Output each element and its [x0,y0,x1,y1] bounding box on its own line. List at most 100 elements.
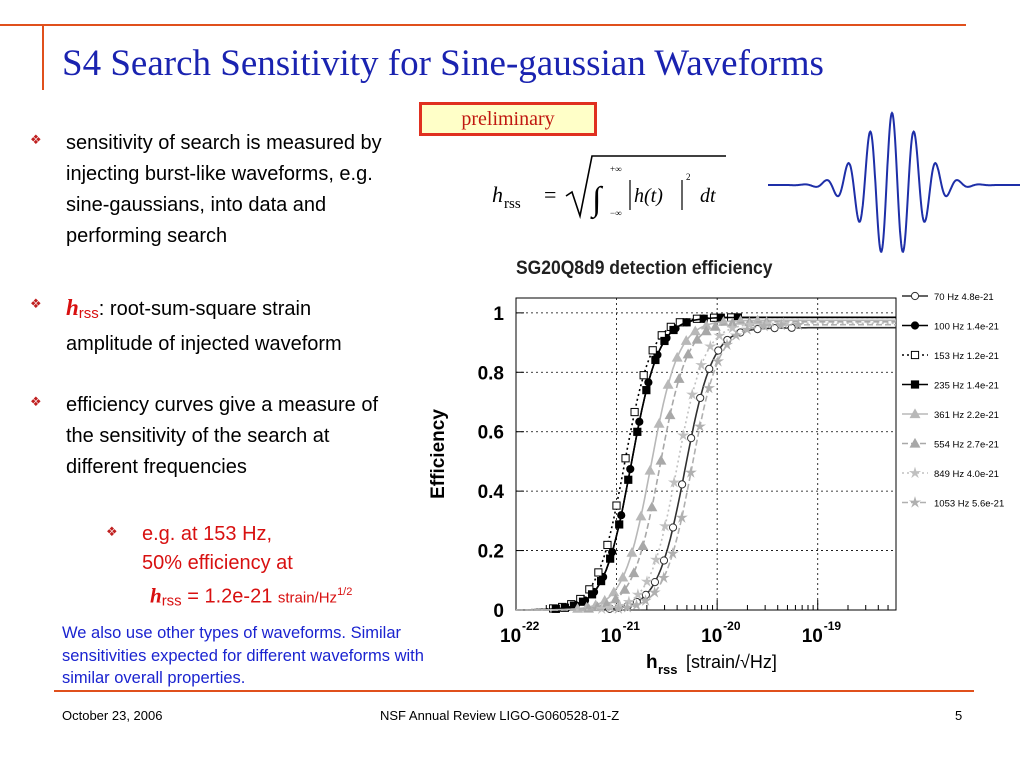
legend-label: 1053 Hz 5.6e-21 [934,499,1004,510]
data-point [664,409,676,420]
chart-series [516,313,896,615]
data-point [770,324,779,333]
y-axis-label: Efficiency [428,409,449,499]
data-point [622,595,635,608]
subbullet-line1: e.g. at 153 Hz, [142,523,273,545]
formula-power: 2 [686,172,691,182]
data-point [612,501,621,510]
x-tick-label: 10 -22 [500,619,540,647]
legend-item: 235 Hz 1.4e-21 [902,380,999,392]
data-point [709,321,721,331]
subbullet-line3: hrss = 1.2e-21 strain/Hz1/2 [142,578,432,616]
data-point [668,523,678,532]
legend-label: 554 Hz 2.7e-21 [934,440,999,451]
x-tick-exponent: -21 [623,619,641,633]
legend-marker [910,321,920,330]
formula-lower: −∞ [610,208,622,218]
data-point [659,556,669,565]
bullet-diamond-icon: ❖ [30,394,42,409]
integral-sign: ∫ [590,181,604,220]
data-point [671,351,683,362]
legend-item: 1053 Hz 5.6e-21 [902,496,1004,510]
legend-label: 849 Hz 4.0e-21 [934,469,999,480]
data-point [657,571,670,584]
waveform-line [768,111,1020,253]
data-point [608,586,620,597]
hrss-unit-exp: 1/2 [337,586,353,598]
data-point [603,540,612,550]
data-point [658,519,672,532]
hrss-symbol: h [150,583,162,608]
data-point [630,407,639,417]
bullet-diamond-icon: ❖ [30,132,42,147]
data-point [695,358,708,371]
data-point [646,501,658,512]
data-point [682,318,691,327]
x-tick-base: 10 [601,626,622,647]
legend-marker [910,291,920,301]
x-tick-exponent: -20 [723,619,741,633]
left-rule [42,24,44,90]
x-axis-label-subscript: rss [658,662,678,677]
data-point [640,575,654,587]
series-4 [516,314,896,613]
series-3 [516,313,896,613]
series-0 [516,323,896,613]
data-point [660,336,669,346]
data-point [714,346,723,355]
data-point [644,464,656,475]
chart-title: SG20Q8d9 detection efficiency [516,258,773,279]
data-point [628,567,640,578]
data-point [726,321,739,334]
bullet-diamond-icon: ❖ [30,296,42,311]
sine-gaussian-waveform [768,111,1020,253]
data-point [606,554,615,563]
data-point [597,576,606,586]
formula-lhs: h [492,182,503,207]
x-tick-base: 10 [500,626,521,647]
formula-eq: = [544,182,556,207]
data-point [667,475,681,488]
data-point [775,318,788,331]
data-point [686,388,699,400]
hrss-formula: h rss = ∫ +∞ −∞ h(t) 2 dt [492,155,726,220]
data-point [705,364,714,373]
hrss-subscript: rss [161,592,182,610]
note-text: We also use other types of waveforms. Si… [62,624,424,687]
y-tick-label: 1 [493,304,504,325]
series-line [516,316,896,611]
data-point [615,520,624,529]
x-tick-label: 10 -19 [802,619,842,647]
series-6 [516,316,896,615]
y-tick-label: 0.2 [478,542,504,563]
x-tick-base: 10 [701,626,722,647]
data-point [626,547,638,557]
legend-marker [909,408,921,419]
data-point [610,593,622,604]
data-point [621,601,634,613]
data-point [595,602,608,615]
data-point [649,553,663,565]
legend-label: 70 Hz 4.8e-21 [934,292,994,303]
data-point [741,323,754,335]
data-point [648,586,661,598]
legend-marker [908,496,922,508]
data-point [677,428,690,441]
data-point [691,333,703,344]
series-line [516,321,896,611]
data-point [677,480,687,489]
data-point [653,418,665,428]
data-point [624,475,633,484]
subbullet-diamond-icon: ❖ [106,524,118,539]
data-point [680,335,692,345]
legend-marker [910,380,920,389]
data-point [702,381,716,394]
footer-date: October 23, 2006 [62,708,163,723]
bullet-2-text: hrss: root-sum-square strain amplitude o… [66,292,396,360]
data-point [648,346,657,355]
y-tick-label: 0 [493,601,504,622]
x-tick-label: 10 -20 [701,619,741,647]
data-point [633,427,642,436]
data-point [621,454,630,463]
legend-label: 235 Hz 1.4e-21 [934,381,999,392]
